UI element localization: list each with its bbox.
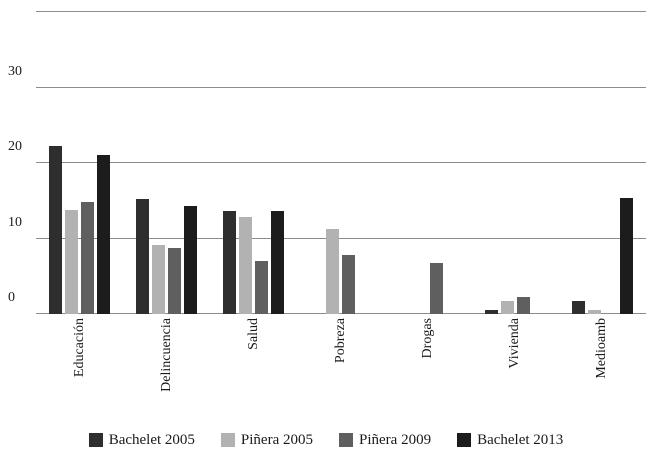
chart-body: 0 10 20 30 40 Educación Delincuencia Salud Pobr… <box>6 0 646 420</box>
x-label-slot: Salud <box>210 318 297 420</box>
x-label-slot: Vivienda <box>472 318 559 420</box>
bar <box>516 296 530 314</box>
legend-swatch <box>88 433 103 447</box>
bar <box>168 247 182 314</box>
bar <box>152 245 166 314</box>
gridline <box>36 11 646 12</box>
bar-group <box>210 12 297 314</box>
legend-swatch <box>220 433 235 447</box>
bar-group <box>472 12 559 314</box>
bar <box>184 206 198 314</box>
bar <box>571 301 585 314</box>
bar <box>239 217 253 314</box>
legend-label: Piñera 2005 <box>240 431 313 448</box>
gridline <box>36 86 646 88</box>
bar-group <box>559 12 646 314</box>
legend-item: Bachelet 2013 <box>457 432 563 449</box>
bar <box>342 255 356 314</box>
x-label-slot: Pobreza <box>297 318 384 420</box>
legend-label: Piñera 2009 <box>359 431 432 448</box>
x-label-slot: Educación <box>36 318 123 420</box>
x-axis-label: Delincuencia <box>158 318 174 392</box>
bar <box>271 210 285 314</box>
x-label-slot: Delincuencia <box>123 318 210 420</box>
bar <box>223 210 237 314</box>
y-tick-label: 10 <box>8 214 22 230</box>
bar <box>81 202 95 314</box>
plot-area <box>36 11 646 314</box>
plot-wrap: Educación Delincuencia Salud Pobreza Drogas V… <box>36 11 646 420</box>
legend-item: Piñera 2009 <box>339 432 431 449</box>
bar <box>136 198 150 314</box>
y-axis: 0 10 20 30 40 <box>6 0 36 314</box>
bar-groups <box>36 12 646 314</box>
bar <box>49 146 63 314</box>
bar <box>429 262 443 314</box>
bar-group <box>123 12 210 314</box>
x-axis-label: Educación <box>71 318 87 378</box>
x-axis-label: Pobreza <box>332 318 348 364</box>
bar-group <box>385 12 472 314</box>
bar <box>65 209 79 314</box>
legend-swatch <box>457 433 472 447</box>
legend-item: Piñera 2005 <box>220 431 313 449</box>
x-axis-label: Salud <box>245 318 261 350</box>
bar <box>255 261 269 314</box>
legend: Bachelet 2005 Piñera 2005 Piñera 2009 Bache… <box>6 420 646 460</box>
gridline <box>36 162 646 163</box>
x-label-slot: Medioamb <box>559 318 646 420</box>
bar <box>587 310 601 314</box>
bar-group <box>297 12 384 314</box>
bar <box>500 301 514 314</box>
x-axis-label: Drogas <box>420 318 436 359</box>
bar <box>619 197 633 314</box>
y-tick-label: 0 <box>8 290 15 305</box>
x-label-slot: Drogas <box>385 318 472 420</box>
bar <box>326 229 340 314</box>
legend-label: Bachelet 2013 <box>477 431 564 448</box>
bar <box>97 154 111 314</box>
x-axis-label: Vivienda <box>507 318 523 369</box>
legend-item: Bachelet 2005 <box>88 431 195 449</box>
bar-group <box>36 12 123 314</box>
y-tick-label: 40 <box>8 0 22 4</box>
gridline <box>36 237 646 239</box>
y-tick-label: 30 <box>8 63 22 79</box>
bar <box>484 310 498 314</box>
legend-label: Bachelet 2005 <box>108 431 195 448</box>
x-axis-label: Medioamb <box>594 318 610 379</box>
gridline <box>36 313 646 314</box>
x-axis: Educación Delincuencia Salud Pobreza Drogas V… <box>36 318 646 420</box>
y-tick-label: 20 <box>8 139 22 154</box>
legend-swatch <box>339 433 353 447</box>
